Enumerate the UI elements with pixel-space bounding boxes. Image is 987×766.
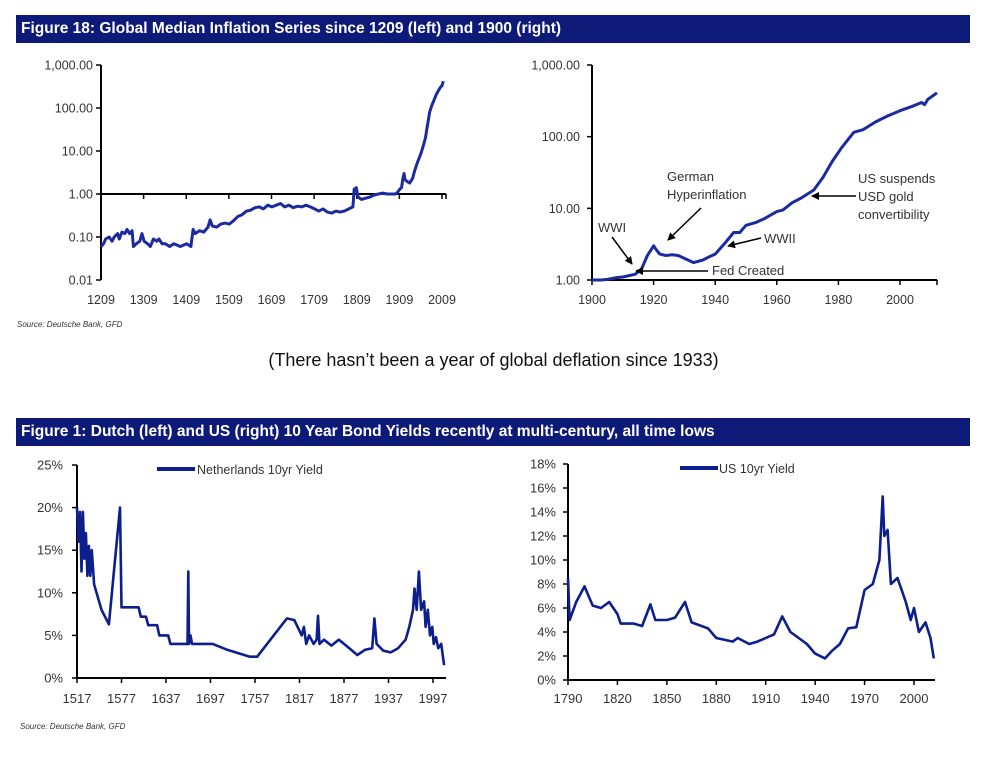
x-tick-label: 1877 <box>330 691 359 706</box>
legend-us: US 10yr Yield <box>680 462 795 476</box>
arrow-wwi <box>611 236 633 265</box>
y-tick-label: 0% <box>537 673 556 688</box>
x-tick-label: 1209 <box>87 293 115 307</box>
series-line <box>75 506 446 666</box>
y-tick-label: 14% <box>530 505 556 520</box>
y-tick-label: 25% <box>37 458 63 473</box>
figure1-title: Figure 1: Dutch (left) and US (right) 10… <box>16 418 970 446</box>
figure1-source: Source: Deutsche Bank, GFD <box>20 722 126 731</box>
y-tick-label: 1.00 <box>69 188 93 202</box>
y-tick-label: 18% <box>530 457 556 472</box>
y-tick-label: 8% <box>537 577 556 592</box>
annotation-wwii: WWII <box>764 231 796 246</box>
x-tick-label: 1970 <box>850 691 879 706</box>
chart-netherlands-yield: 25% 20% 15% 10% 5% 0%1517 1577 1637 1697 1757 1817… <box>37 458 447 707</box>
x-tick-label: 1757 <box>241 691 270 706</box>
x-tick-label: 1880 <box>702 691 731 706</box>
chart-us-yield: 18% 16% 14% 12% 10% 8% 6% 4% 2% 0% 1790 1820 1850 188… <box>530 457 936 706</box>
annotation-us-gold-2: USD gold <box>858 189 914 204</box>
x-tick-label: 1409 <box>172 293 200 307</box>
y-tick-label: 16% <box>530 481 556 496</box>
y-tick-label: 6% <box>537 601 556 616</box>
x-tick-label: 1850 <box>652 691 681 706</box>
y-tick-label: 100.00 <box>55 102 93 116</box>
x-tick-label: 1817 <box>285 691 314 706</box>
y-tick-label: 100.00 <box>542 130 580 144</box>
x-tick-label: 1790 <box>554 691 583 706</box>
x-tick-label: 1697 <box>196 691 225 706</box>
x-tick-label: 1309 <box>130 293 158 307</box>
y-tick-label: 5% <box>44 628 63 643</box>
annotation-fed: Fed Created <box>712 263 784 278</box>
y-tick-label: 1,000.00 <box>44 59 93 73</box>
x-tick-label: 1920 <box>640 293 668 307</box>
y-tick-label: 0.01 <box>69 274 93 288</box>
y-tick-label: 2% <box>537 649 556 664</box>
figure18-title: Figure 18: Global Median Inflation Serie… <box>16 15 970 43</box>
y-tick-label: 20% <box>37 500 63 515</box>
annotation-german-2: Hyperinflation <box>667 187 747 202</box>
x-tick-label: 1577 <box>107 691 136 706</box>
annotation-german-1: German <box>667 169 714 184</box>
x-tick-label: 1517 <box>63 691 92 706</box>
deflation-caption: (There hasn’t been a year of global defl… <box>268 350 719 370</box>
x-tick-label: 2000 <box>900 691 929 706</box>
y-tick-label: 4% <box>537 625 556 640</box>
x-tick-label: 1937 <box>374 691 403 706</box>
legend-label: Netherlands 10yr Yield <box>197 463 323 477</box>
series-line <box>566 495 936 660</box>
y-tick-label: 10% <box>530 553 556 568</box>
series-line <box>99 80 445 248</box>
x-tick-label: 2009 <box>428 293 456 307</box>
legend-netherlands: Netherlands 10yr Yield <box>157 463 323 477</box>
x-tick-label: 1637 <box>152 691 181 706</box>
y-tick-label: 1.00 <box>556 274 580 288</box>
x-tick-label: 1709 <box>300 293 328 307</box>
y-tick-label: 10% <box>37 585 63 600</box>
chart-inflation-1209: 1,000.00 100.00 10.00 1.00 0.10 0.01 1209 1309 1… <box>44 59 456 308</box>
x-tick-label: 1820 <box>603 691 632 706</box>
x-tick-label: 1900 <box>578 293 606 307</box>
arrow-wwii <box>727 237 762 249</box>
series-line <box>592 91 938 282</box>
x-tick-label: 1809 <box>343 293 371 307</box>
y-tick-label: 12% <box>530 529 556 544</box>
x-tick-label: 1609 <box>258 293 286 307</box>
annotation-wwi: WWI <box>598 220 626 235</box>
x-tick-label: 1960 <box>763 293 791 307</box>
annotation-us-gold-3: convertibility <box>858 207 930 222</box>
x-tick-label: 1940 <box>701 293 729 307</box>
arrow-german <box>667 207 702 241</box>
x-tick-label: 2000 <box>886 293 914 307</box>
y-tick-label: 0.10 <box>69 231 93 245</box>
y-tick-label: 15% <box>37 543 63 558</box>
y-tick-label: 10.00 <box>549 202 580 216</box>
x-tick-label: 1509 <box>215 293 243 307</box>
x-tick-label: 1940 <box>801 691 830 706</box>
x-tick-label: 1910 <box>751 691 780 706</box>
y-tick-label: 1,000.00 <box>531 59 580 73</box>
y-tick-label: 0% <box>44 671 63 686</box>
legend-label: US 10yr Yield <box>719 462 795 476</box>
x-tick-label: 1909 <box>385 293 413 307</box>
annotations: German Hyperinflation WWI Fed Created WW… <box>598 169 936 278</box>
y-tick-label: 10.00 <box>62 145 93 159</box>
annotation-us-gold-1: US suspends <box>858 171 936 186</box>
x-tick-label: 1997 <box>419 691 448 706</box>
x-tick-label: 1980 <box>824 293 852 307</box>
figure18-source: Source: Deutsche Bank, GFD <box>17 320 123 329</box>
